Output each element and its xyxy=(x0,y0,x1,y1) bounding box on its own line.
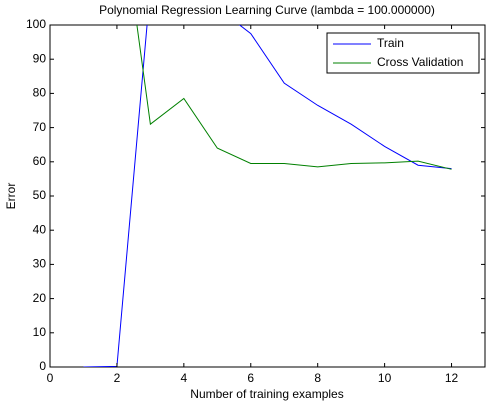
y-tick-label: 30 xyxy=(33,257,47,271)
y-tick-label: 10 xyxy=(33,325,47,339)
y-axis-label: Error xyxy=(4,183,18,210)
legend-box xyxy=(326,32,480,74)
x-tick-label: 2 xyxy=(114,371,121,385)
y-tick-label: 90 xyxy=(33,51,47,65)
x-tick-label: 10 xyxy=(378,371,392,385)
legend-label: Train xyxy=(377,36,404,50)
y-tick-label: 60 xyxy=(33,154,47,168)
x-tick-label: 8 xyxy=(314,371,321,385)
series-line xyxy=(83,25,452,367)
x-tick-label: 6 xyxy=(247,371,254,385)
series-line xyxy=(136,25,452,170)
x-tick-label: 12 xyxy=(445,371,459,385)
x-tick-label: 0 xyxy=(47,371,54,385)
y-tick-label: 20 xyxy=(33,291,47,305)
y-tick-label: 40 xyxy=(33,222,47,236)
y-tick-label: 100 xyxy=(26,17,46,31)
y-tick-label: 70 xyxy=(33,120,47,134)
y-tick-label: 0 xyxy=(39,359,46,373)
chart-title: Polynomial Regression Learning Curve (la… xyxy=(99,3,435,17)
plot-area xyxy=(49,24,486,368)
legend-label: Cross Validation xyxy=(377,55,463,69)
y-tick-label: 80 xyxy=(33,86,47,100)
y-tick-label: 50 xyxy=(33,188,47,202)
plot-lines xyxy=(83,25,452,367)
x-tick-label: 4 xyxy=(181,371,188,385)
x-axis-label: Number of training examples xyxy=(190,387,343,401)
